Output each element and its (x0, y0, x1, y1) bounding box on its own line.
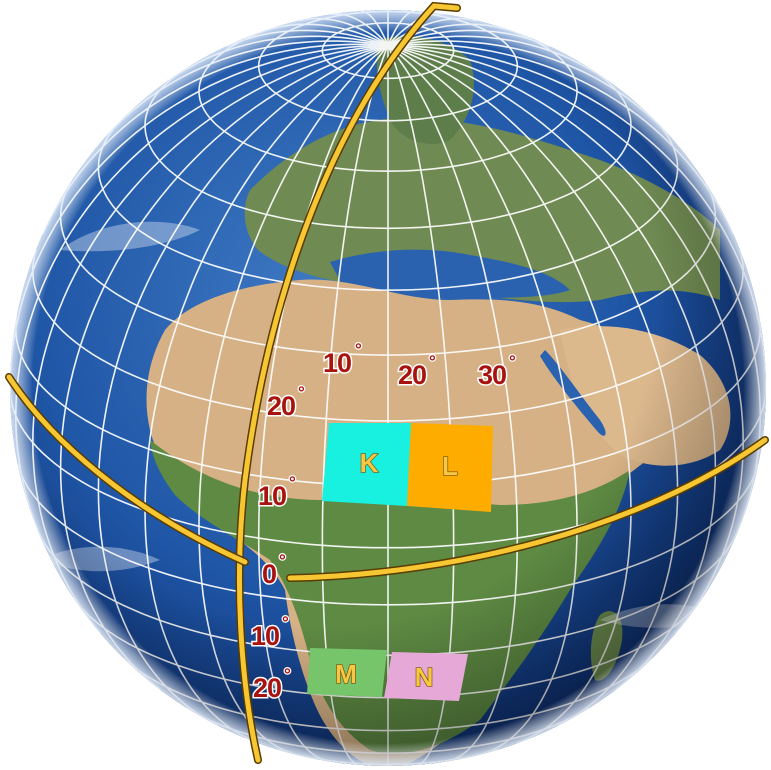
region-labels: K L M N (335, 447, 459, 692)
degree-symbol: ° (429, 352, 436, 371)
degree-labels: 10 ° 20 ° 30 ° 20 ° 10 ° 0 ° 10 ° 20 ° (250, 339, 518, 705)
region-n-box (384, 652, 468, 701)
degree-symbol: ° (298, 383, 305, 402)
degree-symbol: ° (284, 665, 291, 684)
equator-line-east-fill (287, 437, 768, 581)
degree-symbol: ° (289, 473, 296, 492)
degree-symbol: ° (355, 340, 362, 359)
region-m-box (307, 648, 387, 697)
latitude-label-20-south: 20 (253, 673, 281, 703)
equator-label-0: 0 (262, 559, 276, 589)
degree-symbol: ° (279, 551, 286, 570)
longitude-label-30: 30 (478, 360, 506, 390)
region-m-label: M (335, 659, 357, 689)
latitude-label-10-south: 10 (251, 621, 279, 651)
region-l-label: L (442, 451, 458, 481)
degree-symbol: ° (509, 352, 516, 371)
region-n-label: N (415, 662, 434, 692)
latitude-label-10-north: 10 (258, 481, 286, 511)
region-k-box (322, 423, 411, 506)
reference-lines (5, 1, 769, 764)
globe-rim (10, 10, 766, 766)
region-l-box (407, 423, 493, 512)
equator-line-west-fill (6, 374, 248, 565)
latitude-label-20-north: 20 (267, 391, 295, 421)
prime-meridian-line-fill (236, 3, 460, 763)
degree-symbol: ° (282, 613, 289, 632)
longitude-label-20: 20 (398, 360, 426, 390)
highlight-regions (307, 423, 493, 701)
region-k-label: K (360, 448, 379, 478)
longitude-label-10: 10 (323, 348, 351, 378)
